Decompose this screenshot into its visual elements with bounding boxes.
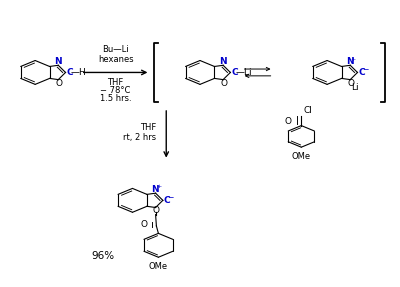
Text: N: N	[346, 57, 354, 66]
Text: 96%: 96%	[91, 251, 114, 261]
Text: 1.5 hrs.: 1.5 hrs.	[100, 94, 132, 103]
Text: +: +	[156, 185, 161, 189]
Text: —Li: —Li	[235, 68, 252, 77]
Text: −: −	[362, 65, 368, 74]
Text: O: O	[55, 79, 62, 88]
Text: N: N	[219, 57, 226, 66]
Text: THF: THF	[140, 123, 156, 132]
Text: THF: THF	[108, 78, 124, 87]
Text: −: −	[167, 193, 174, 202]
Text: O: O	[141, 220, 148, 229]
Text: O: O	[285, 117, 292, 125]
Text: Bu—Li: Bu—Li	[102, 45, 129, 54]
Text: C: C	[164, 195, 170, 205]
Text: C: C	[358, 68, 365, 77]
Text: O: O	[347, 79, 354, 88]
Text: Cl: Cl	[303, 106, 312, 115]
Text: − 78°C: − 78°C	[100, 86, 131, 95]
Text: +: +	[351, 57, 356, 61]
Text: rt, 2 hrs: rt, 2 hrs	[123, 133, 156, 141]
Text: hexanes: hexanes	[98, 55, 134, 65]
Text: O: O	[220, 79, 227, 88]
Text: OMe: OMe	[292, 152, 311, 161]
Text: OMe: OMe	[149, 262, 168, 272]
Text: O: O	[152, 206, 160, 216]
Text: —H: —H	[70, 68, 86, 77]
Text: C: C	[66, 68, 73, 77]
Text: N: N	[151, 185, 159, 194]
Text: C: C	[231, 68, 238, 77]
Text: N: N	[54, 57, 62, 66]
Text: Li: Li	[352, 83, 359, 92]
